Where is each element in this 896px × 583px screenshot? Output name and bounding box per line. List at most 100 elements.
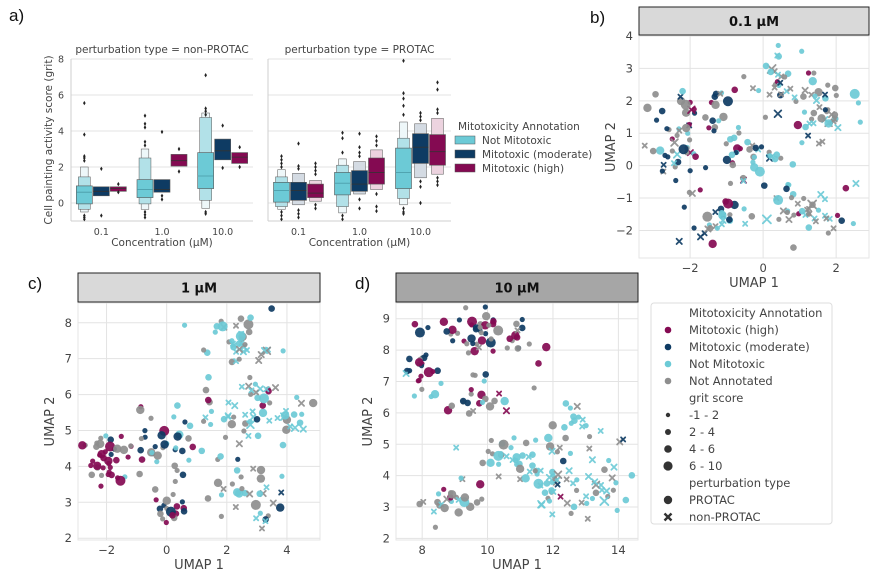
point-protac xyxy=(482,304,488,310)
point-non-protac xyxy=(688,189,696,197)
point-non-protac xyxy=(610,463,618,471)
point-non-protac xyxy=(553,470,563,479)
point-protac xyxy=(498,439,509,450)
x-tick-label: 12 xyxy=(546,543,561,557)
point-non-protac xyxy=(274,415,281,421)
point-protac xyxy=(149,450,155,456)
point-protac xyxy=(508,444,514,451)
point-protac xyxy=(411,320,419,328)
point-protac xyxy=(655,146,665,155)
legend-entry: non-PROTAC xyxy=(689,510,761,524)
point-non-protac xyxy=(249,408,256,415)
point-protac xyxy=(771,155,779,163)
point-protac xyxy=(488,336,494,342)
point-protac xyxy=(425,324,431,331)
point-protac xyxy=(256,474,266,483)
y-tick-label: 5 xyxy=(65,423,72,437)
boxen-box xyxy=(170,154,188,167)
point-protac xyxy=(233,467,241,474)
point-protac xyxy=(258,408,268,418)
point-protac xyxy=(268,305,275,312)
point-protac xyxy=(691,106,697,112)
point-non-protac xyxy=(246,490,254,498)
facet-header xyxy=(638,6,870,36)
point-non-protac xyxy=(233,322,239,329)
point-protac xyxy=(702,114,709,121)
point-protac xyxy=(808,76,817,86)
point-protac xyxy=(98,435,104,441)
point-protac xyxy=(522,439,530,447)
point-protac xyxy=(468,391,474,397)
point-non-protac xyxy=(563,499,571,507)
point-protac xyxy=(186,457,192,463)
point-non-protac xyxy=(502,407,510,415)
point-protac xyxy=(247,374,253,381)
point-protac xyxy=(714,225,720,231)
point-protac xyxy=(171,462,179,470)
point-protac xyxy=(174,402,181,409)
outlier-point xyxy=(204,211,207,216)
point-protac xyxy=(476,480,485,489)
outlier-point xyxy=(436,175,439,180)
boxen-group xyxy=(93,166,110,218)
point-protac xyxy=(153,497,159,503)
point-non-protac xyxy=(811,215,818,222)
outlier-point xyxy=(221,165,224,171)
outlier-point xyxy=(402,206,405,211)
outlier-point xyxy=(419,114,422,119)
outlier-point xyxy=(314,202,317,207)
point-protac xyxy=(568,510,574,517)
point-protac xyxy=(708,239,717,249)
point-non-protac xyxy=(823,215,830,222)
point-protac xyxy=(419,386,425,392)
outlier-point xyxy=(160,193,164,198)
point-protac xyxy=(217,321,228,332)
point-protac xyxy=(204,396,212,404)
point-protac xyxy=(454,508,463,517)
point-non-protac xyxy=(740,177,747,184)
boxen-box xyxy=(273,182,290,203)
point-protac xyxy=(222,434,229,440)
legend-marker-dot xyxy=(664,343,672,351)
point-protac xyxy=(434,367,441,375)
point-protac xyxy=(519,452,526,459)
outlier-point xyxy=(117,181,120,187)
point-protac xyxy=(456,317,463,323)
point-protac xyxy=(411,393,417,399)
point-protac xyxy=(136,470,143,478)
point-protac xyxy=(500,396,509,406)
point-non-protac xyxy=(812,218,819,225)
point-non-protac xyxy=(794,200,801,207)
y-tick-label: 0 xyxy=(626,159,633,173)
outlier-point xyxy=(83,158,86,163)
x-tick-label: 10.0 xyxy=(212,227,233,238)
point-protac xyxy=(415,378,421,384)
point-non-protac xyxy=(225,399,232,406)
y-tick-label: 4 xyxy=(383,469,390,483)
point-non-protac xyxy=(503,453,510,460)
point-protac xyxy=(606,457,612,464)
outlier-point xyxy=(238,164,241,170)
point-protac xyxy=(515,464,525,474)
point-protac xyxy=(467,334,476,343)
boxen-box xyxy=(153,179,171,193)
point-protac xyxy=(439,317,449,327)
point-protac xyxy=(238,474,244,480)
point-protac xyxy=(799,48,805,54)
x-tick-label: 10.0 xyxy=(410,227,431,238)
outlier-point xyxy=(280,217,283,222)
point-protac xyxy=(414,358,424,367)
point-non-protac xyxy=(816,104,823,111)
outlier-point xyxy=(402,103,405,108)
legend-entry: Not Mitotoxic xyxy=(689,357,765,371)
x-tick-label: 2 xyxy=(832,261,839,275)
legend-entry: Not Annotated xyxy=(689,374,773,388)
point-protac xyxy=(152,444,158,450)
outlier-point xyxy=(341,136,344,141)
point-protac xyxy=(204,495,212,502)
x-tick-label: 10 xyxy=(480,543,495,557)
point-protac xyxy=(185,435,192,442)
panel-c: 1 µM −2 0 2 4 2 3 4 5 6 7 8 UMAP 1 UMAP 2 xyxy=(43,272,321,573)
point-protac xyxy=(490,318,497,325)
point-protac xyxy=(448,402,456,410)
